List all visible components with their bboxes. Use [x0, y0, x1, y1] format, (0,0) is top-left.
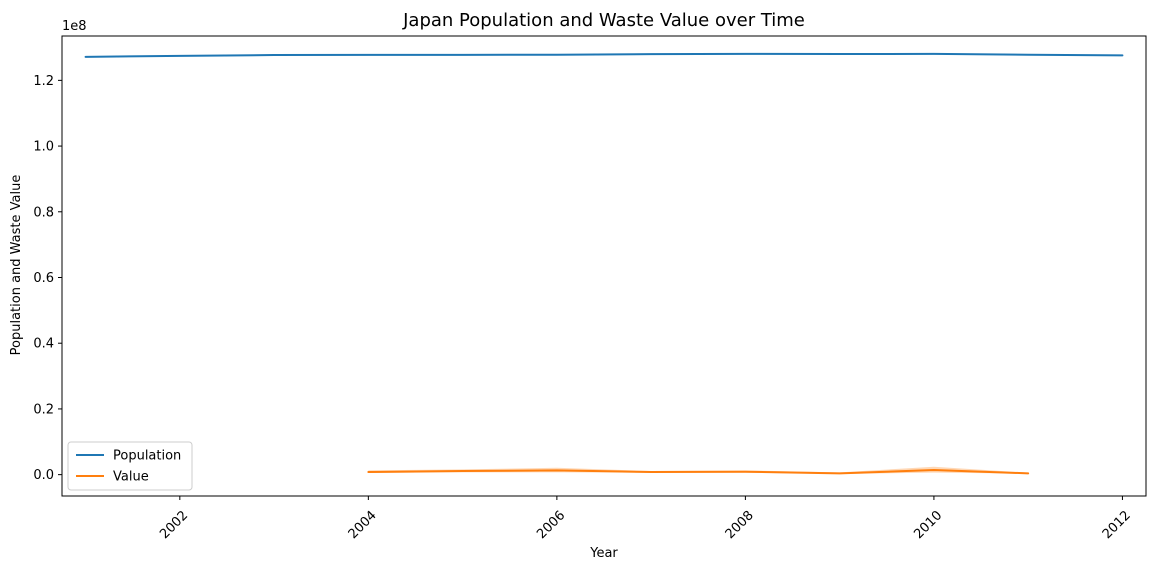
plot-frame	[61, 35, 1147, 497]
y-tick-label: 0.2	[33, 402, 54, 417]
series-population-line	[84, 52, 1124, 58]
plot-area: 2002 2004 2006 2008 2010 2012 0.0 0.2 0.4 0.6 0.8 1…	[33, 35, 1147, 542]
y-axis-label: Population and Waste Value	[9, 175, 24, 356]
x-tick-label: 2002	[157, 508, 191, 542]
y-tick-label: 0.8	[33, 205, 54, 220]
y-tick-label: 1.2	[33, 74, 54, 89]
chart-title: Japan Population and Waste Value over Ti…	[402, 10, 805, 31]
x-tick-label: 2010	[911, 508, 945, 542]
y-tick-label: 0.6	[33, 271, 54, 286]
y-offset-label: 1e8	[62, 19, 87, 34]
series-value-line	[367, 469, 1030, 475]
x-axis-label: Year	[589, 546, 618, 561]
legend-label-population: Population	[113, 449, 181, 464]
x-tick-label: 2006	[534, 508, 568, 542]
x-tick-label: 2008	[723, 508, 757, 542]
y-tick-label: 0.4	[33, 337, 54, 352]
x-tick-label: 2012	[1100, 508, 1134, 542]
y-tick-label: 1.0	[33, 140, 54, 155]
y-tick-label: 0.0	[33, 468, 54, 483]
x-tick-label: 2004	[346, 508, 380, 542]
legend-label-value: Value	[113, 470, 149, 485]
legend: Population Value	[67, 441, 193, 491]
